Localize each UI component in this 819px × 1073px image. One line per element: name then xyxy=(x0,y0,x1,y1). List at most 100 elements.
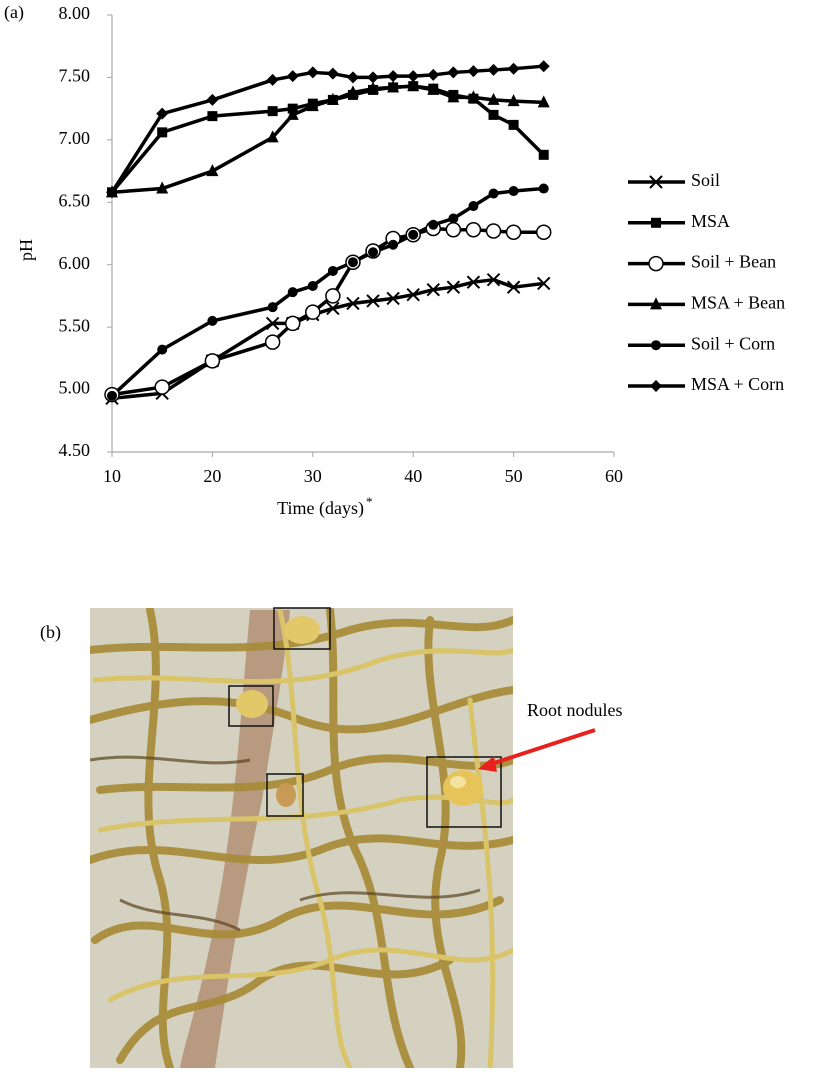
panel-label: (a) xyxy=(4,2,24,23)
marker xyxy=(266,73,279,86)
marker xyxy=(326,301,340,316)
marker xyxy=(107,390,117,401)
marker xyxy=(305,304,321,320)
marker xyxy=(367,71,380,84)
marker xyxy=(265,316,280,331)
marker xyxy=(307,280,318,291)
marker xyxy=(286,107,299,120)
marker xyxy=(507,62,520,75)
marker xyxy=(427,68,440,81)
x-tick-label: 50 xyxy=(505,466,523,486)
marker xyxy=(347,257,358,268)
root-photo xyxy=(90,608,513,1068)
marker xyxy=(287,287,298,298)
marker xyxy=(368,247,379,258)
legend-label: Soil + Corn xyxy=(691,333,775,353)
panel-label: (b) xyxy=(40,622,61,643)
marker xyxy=(388,239,399,250)
marker xyxy=(446,280,461,294)
y-tick-label: 5.50 xyxy=(59,315,91,335)
marker xyxy=(326,92,339,105)
marker xyxy=(367,81,380,94)
marker xyxy=(537,276,551,291)
marker xyxy=(386,291,400,306)
marker xyxy=(538,183,549,194)
marker xyxy=(466,275,481,289)
y-tick-label: 7.50 xyxy=(59,66,91,86)
legend-label: MSA + Bean xyxy=(691,293,785,313)
marker xyxy=(538,149,549,160)
marker xyxy=(157,344,168,355)
marker xyxy=(387,70,400,83)
legend-marker xyxy=(651,340,661,351)
marker xyxy=(206,164,219,177)
x-tick-label: 20 xyxy=(203,466,221,486)
marker xyxy=(487,92,500,105)
legend-marker xyxy=(651,217,661,228)
x-axis-label-superscript: * xyxy=(366,494,373,509)
marker xyxy=(468,201,479,212)
x-tick-label: 10 xyxy=(103,466,121,486)
marker xyxy=(346,71,359,84)
marker xyxy=(326,67,339,80)
marker xyxy=(467,65,480,78)
marker xyxy=(537,60,550,73)
y-tick-label: 4.50 xyxy=(59,440,91,460)
marker xyxy=(508,186,519,197)
marker xyxy=(447,90,460,103)
x-axis-label: Time (days) xyxy=(277,498,364,519)
marker xyxy=(207,315,218,326)
marker xyxy=(325,288,341,304)
marker xyxy=(465,222,482,238)
marker xyxy=(407,79,420,92)
legend-marker xyxy=(648,255,664,272)
x-tick-label: 40 xyxy=(404,466,422,486)
legend-marker xyxy=(649,175,663,189)
marker xyxy=(488,109,499,120)
marker xyxy=(506,280,521,294)
marker xyxy=(426,282,440,297)
y-tick-label: 8.00 xyxy=(59,3,91,23)
marker xyxy=(447,66,460,79)
marker xyxy=(445,222,462,238)
legend-marker xyxy=(650,380,662,392)
marker xyxy=(267,302,278,313)
marker xyxy=(346,296,360,311)
marker xyxy=(485,223,502,239)
marker xyxy=(508,119,519,130)
marker xyxy=(306,99,319,112)
legend-label: MSA xyxy=(691,211,730,231)
y-tick-label: 6.00 xyxy=(59,253,91,273)
marker xyxy=(266,130,279,143)
marker xyxy=(327,265,338,276)
marker xyxy=(507,94,520,107)
legend-label: Soil xyxy=(691,170,720,190)
legend-label: Soil + Bean xyxy=(691,252,776,272)
marker xyxy=(387,80,400,93)
marker xyxy=(448,213,459,224)
marker xyxy=(535,224,552,241)
legend-marker xyxy=(650,297,662,310)
y-tick-label: 5.00 xyxy=(59,378,91,398)
annotation-arrow xyxy=(487,728,596,767)
y-tick-label: 6.50 xyxy=(59,190,91,210)
marker xyxy=(427,82,440,95)
marker xyxy=(267,106,278,117)
marker xyxy=(264,334,281,350)
y-axis-label: pH xyxy=(16,239,36,261)
y-tick-label: 7.00 xyxy=(59,128,91,148)
marker xyxy=(537,95,550,108)
marker xyxy=(467,90,480,103)
marker xyxy=(488,188,499,199)
marker xyxy=(408,229,419,240)
marker xyxy=(428,219,439,230)
marker xyxy=(505,224,522,241)
marker xyxy=(154,379,170,395)
marker xyxy=(286,70,299,83)
x-tick-label: 60 xyxy=(605,466,623,486)
marker xyxy=(406,287,420,302)
x-tick-label: 30 xyxy=(304,466,322,486)
marker xyxy=(206,93,219,106)
marker xyxy=(157,127,168,138)
